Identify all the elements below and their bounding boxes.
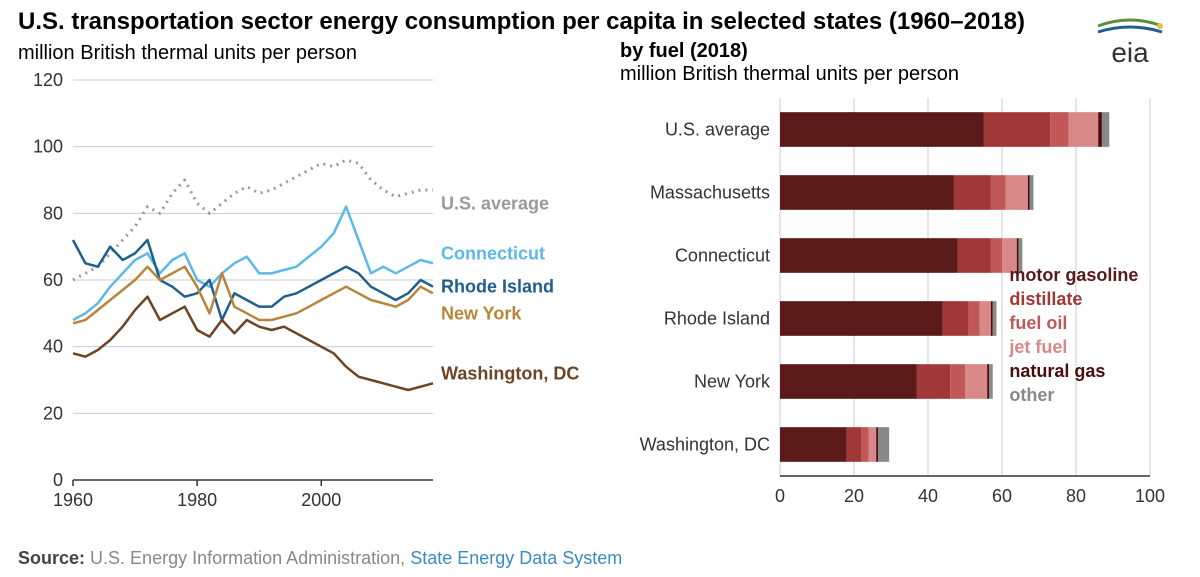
fuel-legend-item: other	[1009, 385, 1054, 405]
svg-text:0: 0	[53, 470, 63, 490]
svg-text:120: 120	[33, 70, 63, 90]
bar-category-label: U.S. average	[665, 120, 770, 140]
bar-chart-title: by fuel (2018)	[620, 40, 1180, 63]
bar-segment	[780, 364, 917, 399]
bar-segment	[989, 364, 993, 399]
bar-segment	[984, 112, 1051, 147]
fuel-legend-item: natural gas	[1009, 361, 1105, 381]
fuel-legend-item: fuel oil	[1009, 313, 1067, 333]
bar-segment	[780, 175, 954, 210]
bar-segment	[958, 238, 991, 273]
bar-segment	[917, 364, 950, 399]
bar-segment	[965, 364, 987, 399]
bar-segment	[1050, 112, 1069, 147]
svg-text:20: 20	[844, 486, 864, 506]
line-series-new-york	[73, 267, 433, 324]
svg-text:0: 0	[775, 486, 785, 506]
bar-segment	[954, 175, 991, 210]
svg-text:80: 80	[43, 203, 63, 223]
line-label: New York	[441, 303, 522, 323]
line-chart: 0 20 40 60 80 100 120 1960 1980 2000 U.S. average C…	[18, 70, 598, 520]
bar-segment	[1030, 175, 1034, 210]
bar-segment	[1098, 112, 1102, 147]
line-label: Connecticut	[441, 243, 545, 263]
bar-segment	[780, 427, 847, 462]
bar-category-label: New York	[694, 372, 771, 392]
svg-text:80: 80	[1066, 486, 1086, 506]
bar-category-label: Massachusetts	[650, 183, 770, 203]
bar-segment	[1028, 175, 1030, 210]
bar-segment	[943, 301, 969, 336]
fuel-legend-item: motor gasoline	[1009, 265, 1138, 285]
source-text: U.S. Energy Information Administration,	[90, 548, 405, 568]
bar-segment	[847, 427, 862, 462]
svg-text:1980: 1980	[177, 490, 217, 510]
line-label: Washington, DC	[441, 363, 579, 383]
chart-title: U.S. transportation sector energy consum…	[18, 8, 1025, 36]
bar-category-label: Connecticut	[675, 246, 770, 266]
bar-segment	[980, 301, 991, 336]
svg-text:40: 40	[918, 486, 938, 506]
bar-segment	[780, 112, 984, 147]
svg-text:60: 60	[43, 270, 63, 290]
bar-segment	[861, 427, 868, 462]
bar-segment	[780, 301, 943, 336]
line-series-washington-dc	[73, 297, 433, 390]
bar-segment	[1069, 112, 1099, 147]
bar-segment	[878, 427, 889, 462]
svg-text:100: 100	[1135, 486, 1165, 506]
svg-text:2000: 2000	[301, 490, 341, 510]
svg-text:100: 100	[33, 137, 63, 157]
line-label: U.S. average	[441, 193, 549, 213]
bar-segment	[991, 175, 1006, 210]
bar-segment	[950, 364, 965, 399]
bar-segment	[993, 301, 997, 336]
svg-text:20: 20	[43, 403, 63, 423]
source-label: Source:	[18, 548, 85, 568]
source-attribution: Source: U.S. Energy Information Administ…	[18, 548, 622, 569]
bar-chart-container: by fuel (2018) million British thermal u…	[620, 40, 1180, 520]
bar-segment	[780, 238, 958, 273]
line-label: Rhode Island	[441, 277, 554, 297]
bar-segment	[969, 301, 980, 336]
bar-chart-subtitle: million British thermal units per person	[620, 63, 1180, 86]
bar-category-label: Washington, DC	[640, 435, 770, 455]
chart-subtitle: million British thermal units per person	[18, 42, 357, 65]
bar-segment	[876, 427, 878, 462]
bar-segment	[991, 238, 1002, 273]
fuel-legend-item: jet fuel	[1008, 337, 1067, 357]
bar-segment	[869, 427, 876, 462]
line-series-u-s-average	[73, 160, 433, 280]
fuel-legend-item: distillate	[1009, 289, 1082, 309]
svg-text:1960: 1960	[53, 490, 93, 510]
source-link[interactable]: State Energy Data System	[410, 548, 622, 568]
svg-text:60: 60	[992, 486, 1012, 506]
bar-segment	[991, 301, 993, 336]
bar-segment	[1102, 112, 1109, 147]
bar-segment	[987, 364, 989, 399]
svg-text:40: 40	[43, 337, 63, 357]
bar-segment	[1006, 175, 1028, 210]
bar-category-label: Rhode Island	[664, 309, 770, 329]
